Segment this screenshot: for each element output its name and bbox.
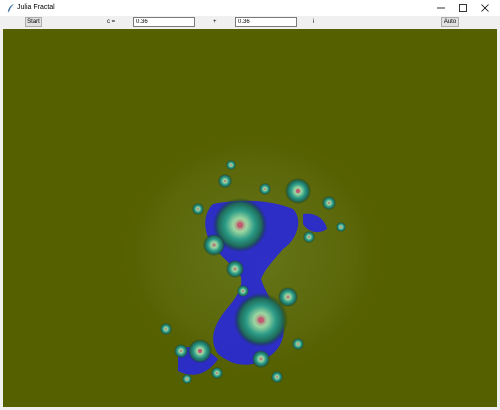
- toolbar: Start c = + i Auto: [0, 16, 500, 29]
- close-icon: [481, 4, 489, 12]
- imaginary-unit-label: i: [313, 19, 315, 25]
- window-title: Julia Fractal: [17, 4, 55, 11]
- auto-button[interactable]: Auto: [441, 17, 459, 27]
- minimize-icon: [437, 7, 445, 9]
- feather-icon: [6, 3, 16, 13]
- minimize-button[interactable]: [430, 0, 452, 16]
- close-button[interactable]: [474, 0, 496, 16]
- real-part-input[interactable]: [133, 17, 195, 27]
- imaginary-part-input[interactable]: [235, 17, 297, 27]
- julia-fractal-image: [113, 126, 393, 384]
- title-bar[interactable]: Julia Fractal: [0, 0, 500, 16]
- c-label: c =: [107, 19, 116, 25]
- start-button[interactable]: Start: [25, 17, 42, 27]
- maximize-icon: [459, 4, 467, 12]
- plus-label: +: [213, 19, 217, 25]
- maximize-button[interactable]: [452, 0, 474, 16]
- fractal-canvas[interactable]: [3, 29, 497, 407]
